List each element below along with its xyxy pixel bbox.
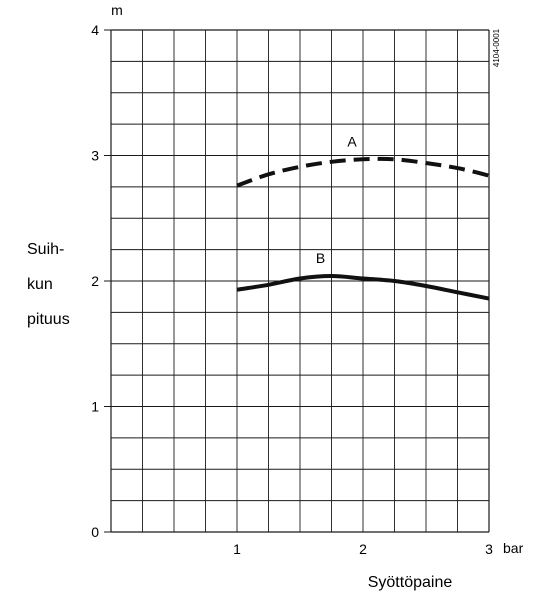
- x-axis-title: Syöttöpaine: [368, 574, 453, 591]
- y-unit-label: m: [111, 2, 123, 18]
- y-tick-label: 1: [91, 399, 99, 415]
- y-tick-label: 4: [91, 22, 99, 38]
- y-tick-label: 3: [91, 148, 99, 164]
- series-a-label: A: [347, 133, 357, 149]
- y-tick-label: 0: [91, 524, 99, 540]
- x-unit-label: bar: [503, 540, 524, 556]
- y-tick-label: 2: [91, 273, 99, 289]
- y-axis-title-line-3: pituus: [27, 311, 70, 328]
- figure-code: 4104-0001: [492, 28, 501, 67]
- x-tick-label: 1: [233, 541, 241, 557]
- x-tick-label: 3: [485, 541, 493, 557]
- series-a-line: [236, 156, 490, 188]
- series-layer: AB: [236, 133, 490, 301]
- y-axis-title-line-1: Suih-: [27, 241, 64, 258]
- series-b-label: B: [316, 250, 325, 266]
- tick-labels: 1 2 3 0 1 2 3 4: [91, 22, 493, 557]
- y-axis-title-line-2: kun: [27, 276, 53, 293]
- grid: [110, 29, 490, 533]
- x-tick-label: 2: [359, 541, 367, 557]
- series-b-line: [236, 273, 490, 301]
